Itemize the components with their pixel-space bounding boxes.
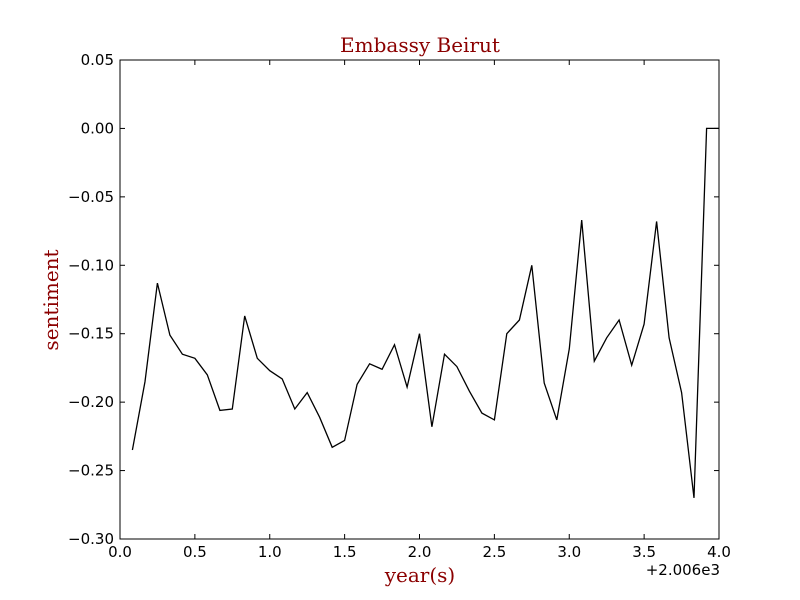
x-tick-label: 1.5 <box>333 543 357 561</box>
y-axis-label: sentiment <box>39 249 63 350</box>
x-tick-label: 2.5 <box>482 543 506 561</box>
x-tick-label: 4.0 <box>707 543 731 561</box>
x-tick-label: 1.0 <box>258 543 282 561</box>
y-tick-label: −0.30 <box>68 530 114 548</box>
x-tick-label: 3.5 <box>632 543 656 561</box>
y-tick-label: −0.20 <box>68 393 114 411</box>
x-tick-label: 2.0 <box>408 543 432 561</box>
y-tick-label: −0.15 <box>68 325 114 343</box>
x-tick-label: 3.0 <box>557 543 581 561</box>
y-tick-label: 0.00 <box>81 119 114 137</box>
plot-frame <box>119 59 720 540</box>
y-tick-label: −0.10 <box>68 256 114 274</box>
series-line-0 <box>131 127 719 498</box>
y-tick-label: 0.05 <box>81 51 114 69</box>
plot-area: 0.0 0.5 1.0 1.5 2.0 2.5 3.0 3.5 4.0 0.05 0.00 −0.05… <box>68 51 731 561</box>
x-axis-offset-label: +2.006e3 <box>646 561 720 579</box>
chart-title: Embassy Beirut <box>340 33 500 57</box>
x-tick-label: 0.0 <box>108 543 132 561</box>
y-tick-label: −0.25 <box>68 462 114 480</box>
x-tick-label: 0.5 <box>183 543 207 561</box>
x-axis-label: year(s) <box>384 563 456 587</box>
y-tick-label: −0.05 <box>68 188 114 206</box>
